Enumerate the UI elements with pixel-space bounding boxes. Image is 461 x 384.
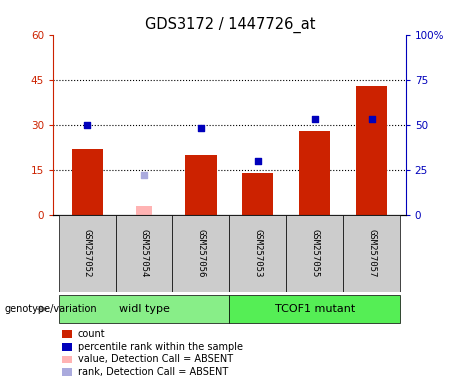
Text: percentile rank within the sample: percentile rank within the sample: [78, 342, 243, 352]
Text: GSM257057: GSM257057: [367, 229, 376, 278]
Point: [197, 125, 205, 131]
Point: [311, 116, 319, 122]
Text: genotype/variation: genotype/variation: [5, 304, 97, 314]
Bar: [356, 86, 387, 215]
Text: widl type: widl type: [118, 304, 170, 314]
FancyBboxPatch shape: [230, 215, 286, 292]
Text: GSM257056: GSM257056: [196, 229, 206, 278]
FancyBboxPatch shape: [116, 215, 172, 292]
FancyBboxPatch shape: [172, 215, 230, 292]
Point: [140, 172, 148, 179]
Bar: [71, 149, 103, 215]
Text: GSM257053: GSM257053: [253, 229, 262, 278]
FancyBboxPatch shape: [59, 215, 116, 292]
Bar: [299, 131, 331, 215]
FancyBboxPatch shape: [286, 215, 343, 292]
Bar: [62, 343, 72, 351]
Bar: [62, 368, 72, 376]
Point: [83, 122, 91, 128]
Bar: [62, 356, 72, 363]
Text: GSM257054: GSM257054: [140, 229, 148, 278]
Text: GSM257055: GSM257055: [310, 229, 319, 278]
FancyBboxPatch shape: [59, 295, 230, 323]
FancyBboxPatch shape: [343, 215, 400, 292]
Text: GSM257052: GSM257052: [83, 229, 92, 278]
Text: GDS3172 / 1447726_at: GDS3172 / 1447726_at: [145, 17, 316, 33]
Bar: [136, 206, 152, 215]
Text: value, Detection Call = ABSENT: value, Detection Call = ABSENT: [78, 354, 233, 364]
Bar: [62, 330, 72, 338]
Point: [368, 116, 375, 122]
Text: TCOF1 mutant: TCOF1 mutant: [275, 304, 355, 314]
Bar: [242, 173, 273, 215]
Text: rank, Detection Call = ABSENT: rank, Detection Call = ABSENT: [78, 367, 228, 377]
Point: [254, 158, 261, 164]
FancyBboxPatch shape: [230, 295, 400, 323]
Text: count: count: [78, 329, 106, 339]
Bar: [185, 155, 217, 215]
